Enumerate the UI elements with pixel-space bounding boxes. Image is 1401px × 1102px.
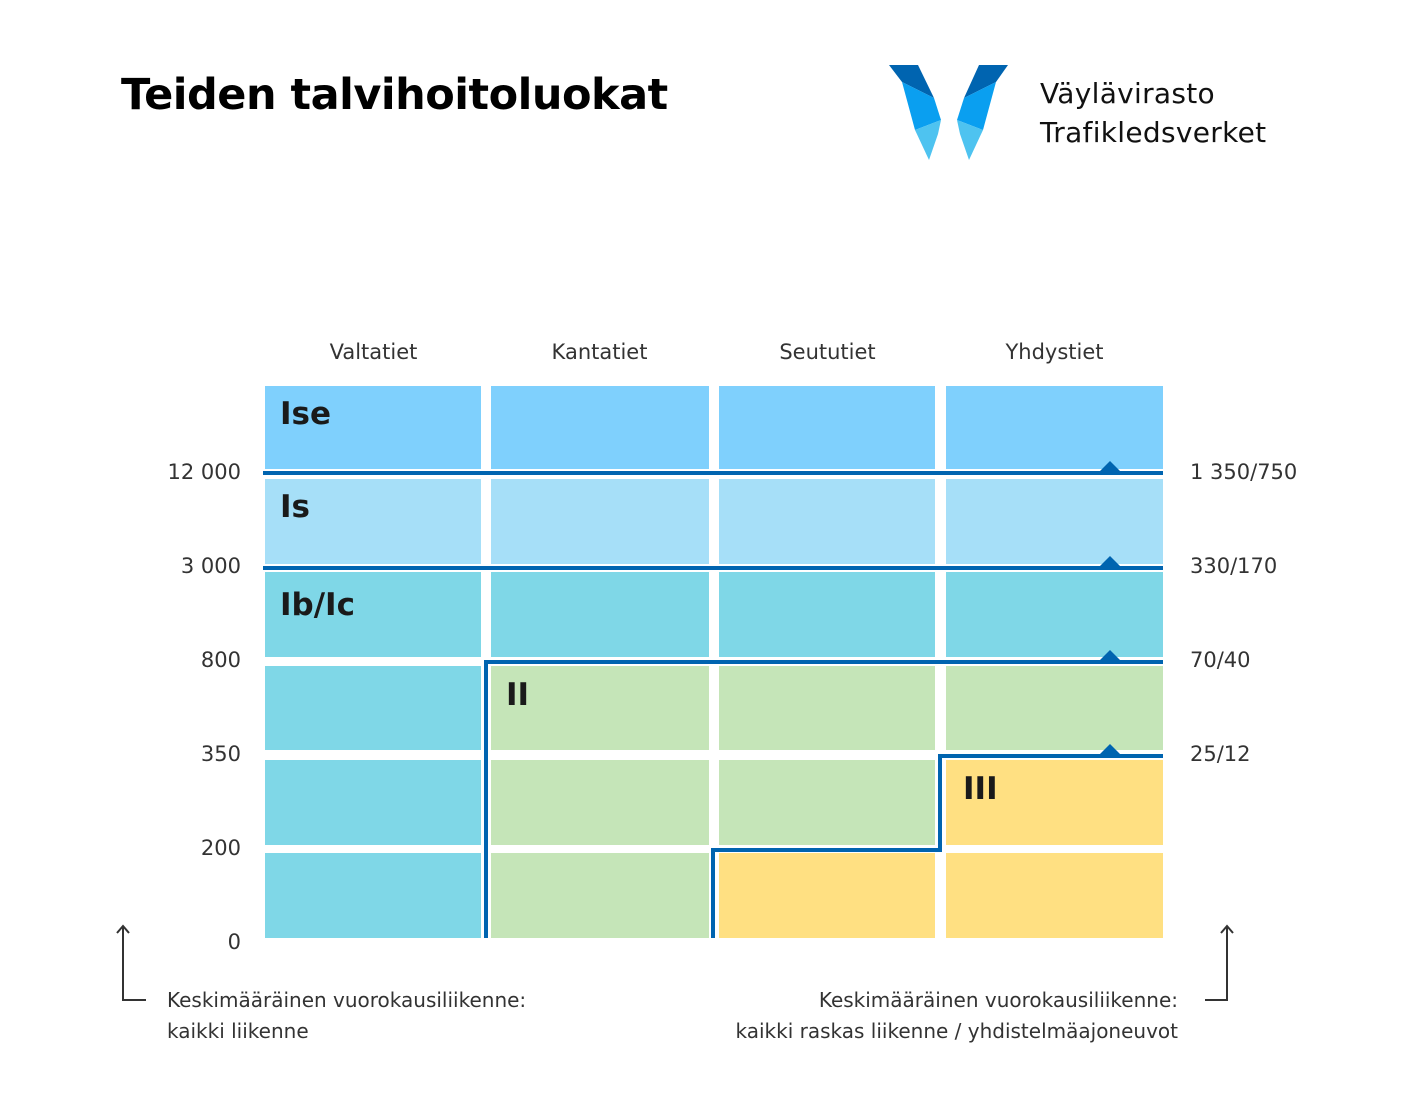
cell-r4-seututiet <box>719 666 935 750</box>
right-axis-label-70-40: 70/40 <box>1190 648 1251 672</box>
cell-is-yhdystiet <box>946 479 1163 564</box>
cell-is-seututiet <box>719 479 935 564</box>
left-axis-label-12000: 12 000 <box>167 460 241 484</box>
left-axis-label-3000: 3 000 <box>180 554 241 578</box>
cell-r4-yhdystiet <box>946 666 1163 750</box>
cell-ibic-kantatiet <box>491 572 709 657</box>
brand-name: Väylävirasto Trafikledsverket <box>1040 74 1266 152</box>
cell-r6-kantatiet <box>491 853 709 938</box>
column-header-seututiet: Seututiet <box>779 340 876 364</box>
cell-r4-kantatiet <box>491 666 709 750</box>
cell-r6-valtatiet <box>265 853 481 938</box>
cell-r5-valtatiet <box>265 760 481 845</box>
column-header-yhdystiet: Yhdystiet <box>1005 340 1104 364</box>
left-axis-description-line1: Keskimääräinen vuorokausiliikenne: <box>167 988 527 1012</box>
brand-name-fi: Väylävirasto <box>1040 77 1215 110</box>
right-axis-description-line1: Keskimääräinen vuorokausiliikenne: <box>818 988 1178 1012</box>
column-header-valtatiet: Valtatiet <box>329 340 418 364</box>
cell-r6-seututiet <box>719 853 935 938</box>
left-axis-label-0: 0 <box>227 930 241 954</box>
cell-is-valtatiet <box>265 479 481 564</box>
marker-triangle-icon <box>1098 556 1122 568</box>
marker-triangle-icon <box>1098 744 1122 756</box>
cell-r5-seututiet <box>719 760 935 845</box>
cell-is-kantatiet <box>491 479 709 564</box>
cell-ise-kantatiet <box>491 386 709 469</box>
class-label-ib-ic: Ib/Ic <box>280 587 355 623</box>
left-axis-description: Keskimääräinen vuorokausiliikenne: kaikk… <box>167 985 526 1047</box>
class-label-iii: III <box>963 771 998 807</box>
right-axis-label-1350-750: 1 350/750 <box>1190 460 1298 484</box>
marker-triangle-icon <box>1098 650 1122 662</box>
cell-ise-valtatiet <box>265 386 481 469</box>
class-label-is: Is <box>280 489 310 525</box>
right-axis-description-line2: kaikki raskas liikenne / yhdistelmäajone… <box>735 1019 1178 1043</box>
cell-r5-kantatiet <box>491 760 709 845</box>
cell-ise-seututiet <box>719 386 935 469</box>
page-title: Teiden talvihoitoluokat <box>121 70 668 120</box>
right-axis-label-25-12: 25/12 <box>1190 742 1251 766</box>
cell-r4-valtatiet <box>265 666 481 750</box>
right-axis-label-330-170: 330/170 <box>1190 554 1278 578</box>
left-axis-label-350: 350 <box>200 742 241 766</box>
left-axis-label-800: 800 <box>200 648 241 672</box>
vaylavirasto-logo-icon <box>889 65 1008 160</box>
left-axis-label-200: 200 <box>200 836 241 860</box>
cell-ibic-seututiet <box>719 572 935 657</box>
marker-triangle-icon <box>1098 461 1122 473</box>
cell-r5-yhdystiet <box>946 760 1163 845</box>
column-header-kantatiet: Kantatiet <box>551 340 648 364</box>
cell-ibic-yhdystiet <box>946 572 1163 657</box>
right-axis-description: Keskimääräinen vuorokausiliikenne: kaikk… <box>736 985 1178 1047</box>
left-axis-description-line2: kaikki liikenne <box>167 1019 309 1043</box>
class-label-ii: II <box>506 677 530 713</box>
class-label-ise: Ise <box>280 396 332 432</box>
cell-ise-yhdystiet <box>946 386 1163 469</box>
cell-r6-yhdystiet <box>946 853 1163 938</box>
cell-ibic-valtatiet <box>265 572 481 657</box>
brand-name-sv: Trafikledsverket <box>1040 116 1267 149</box>
